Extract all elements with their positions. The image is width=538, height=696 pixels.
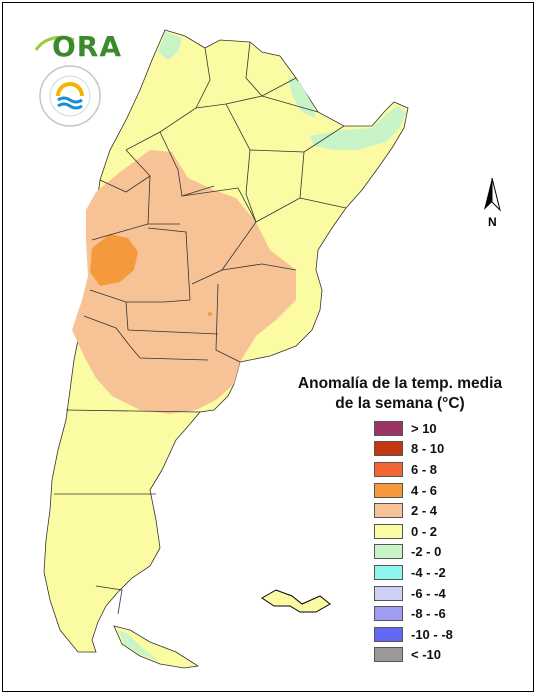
legend-swatch [374, 647, 403, 663]
smn-seal-icon [39, 65, 101, 127]
legend-title-line2: de la semana (°C) [335, 395, 465, 412]
legend-items: > 10 8 - 10 6 - 8 4 - 6 2 - 4 0 - 2 -2 - 0 -4 -… [374, 418, 453, 665]
legend-item: 0 - 2 [374, 521, 453, 542]
legend-item: 4 - 6 [374, 480, 453, 501]
legend-item: 8 - 10 [374, 439, 453, 460]
legend-label: > 10 [411, 420, 437, 436]
legend-label: -6 - -4 [411, 585, 446, 601]
legend-item: 2 - 4 [374, 500, 453, 521]
hot-dot [208, 312, 212, 316]
legend-item: -8 - -6 [374, 603, 453, 624]
legend-label: 0 - 2 [411, 523, 438, 539]
north-cool-area [158, 32, 182, 60]
tierra-del-fuego-cool-area [118, 630, 160, 662]
legend: Anomalía de la temp. media de la semana … [290, 374, 510, 663]
legend-swatch [374, 544, 403, 560]
legend-swatch [374, 420, 403, 436]
malvinas-islands [261, 589, 331, 613]
legend-swatch [374, 606, 403, 622]
province-boundaries [54, 41, 347, 615]
legend-title-line1: Anomalía de la temp. media [297, 375, 503, 392]
ora-logo-text: ORA [52, 30, 123, 63]
legend-swatch [374, 441, 403, 457]
central-warm-area [72, 150, 296, 414]
legend-swatch [374, 585, 403, 601]
north-arrow-label: N [488, 215, 497, 229]
legend-label: 2 - 4 [411, 503, 438, 519]
northeast-cool-area-2 [310, 106, 406, 150]
legend-item: > 10 [374, 418, 453, 439]
legend-item: -2 - 0 [374, 542, 453, 563]
legend-swatch [374, 523, 403, 539]
legend-label: -8 - -6 [411, 606, 446, 622]
legend-item: -4 - -2 [374, 562, 453, 583]
northeast-cool-area-1 [288, 76, 316, 118]
legend-label: -4 - -2 [411, 564, 446, 580]
legend-label: -2 - 0 [411, 544, 442, 560]
legend-label: < -10 [411, 647, 441, 663]
legend-item: 6 - 8 [374, 459, 453, 480]
legend-swatch [374, 626, 403, 642]
north-arrow-icon [484, 177, 501, 212]
legend-swatch [374, 564, 403, 580]
west-hot-area [90, 234, 138, 286]
ora-logo [34, 35, 75, 51]
tierra-del-fuego [113, 625, 200, 669]
legend-swatch [374, 461, 403, 477]
legend-label: 4 - 6 [411, 482, 438, 498]
legend-item: -6 - -4 [374, 583, 453, 604]
legend-label: 6 - 8 [411, 461, 438, 477]
legend-swatch [374, 503, 403, 519]
legend-label: -10 - -8 [411, 626, 453, 642]
legend-label: 8 - 10 [411, 441, 445, 457]
legend-item: < -10 [374, 645, 453, 666]
legend-item: -10 - -8 [374, 624, 453, 645]
legend-swatch [374, 482, 403, 498]
